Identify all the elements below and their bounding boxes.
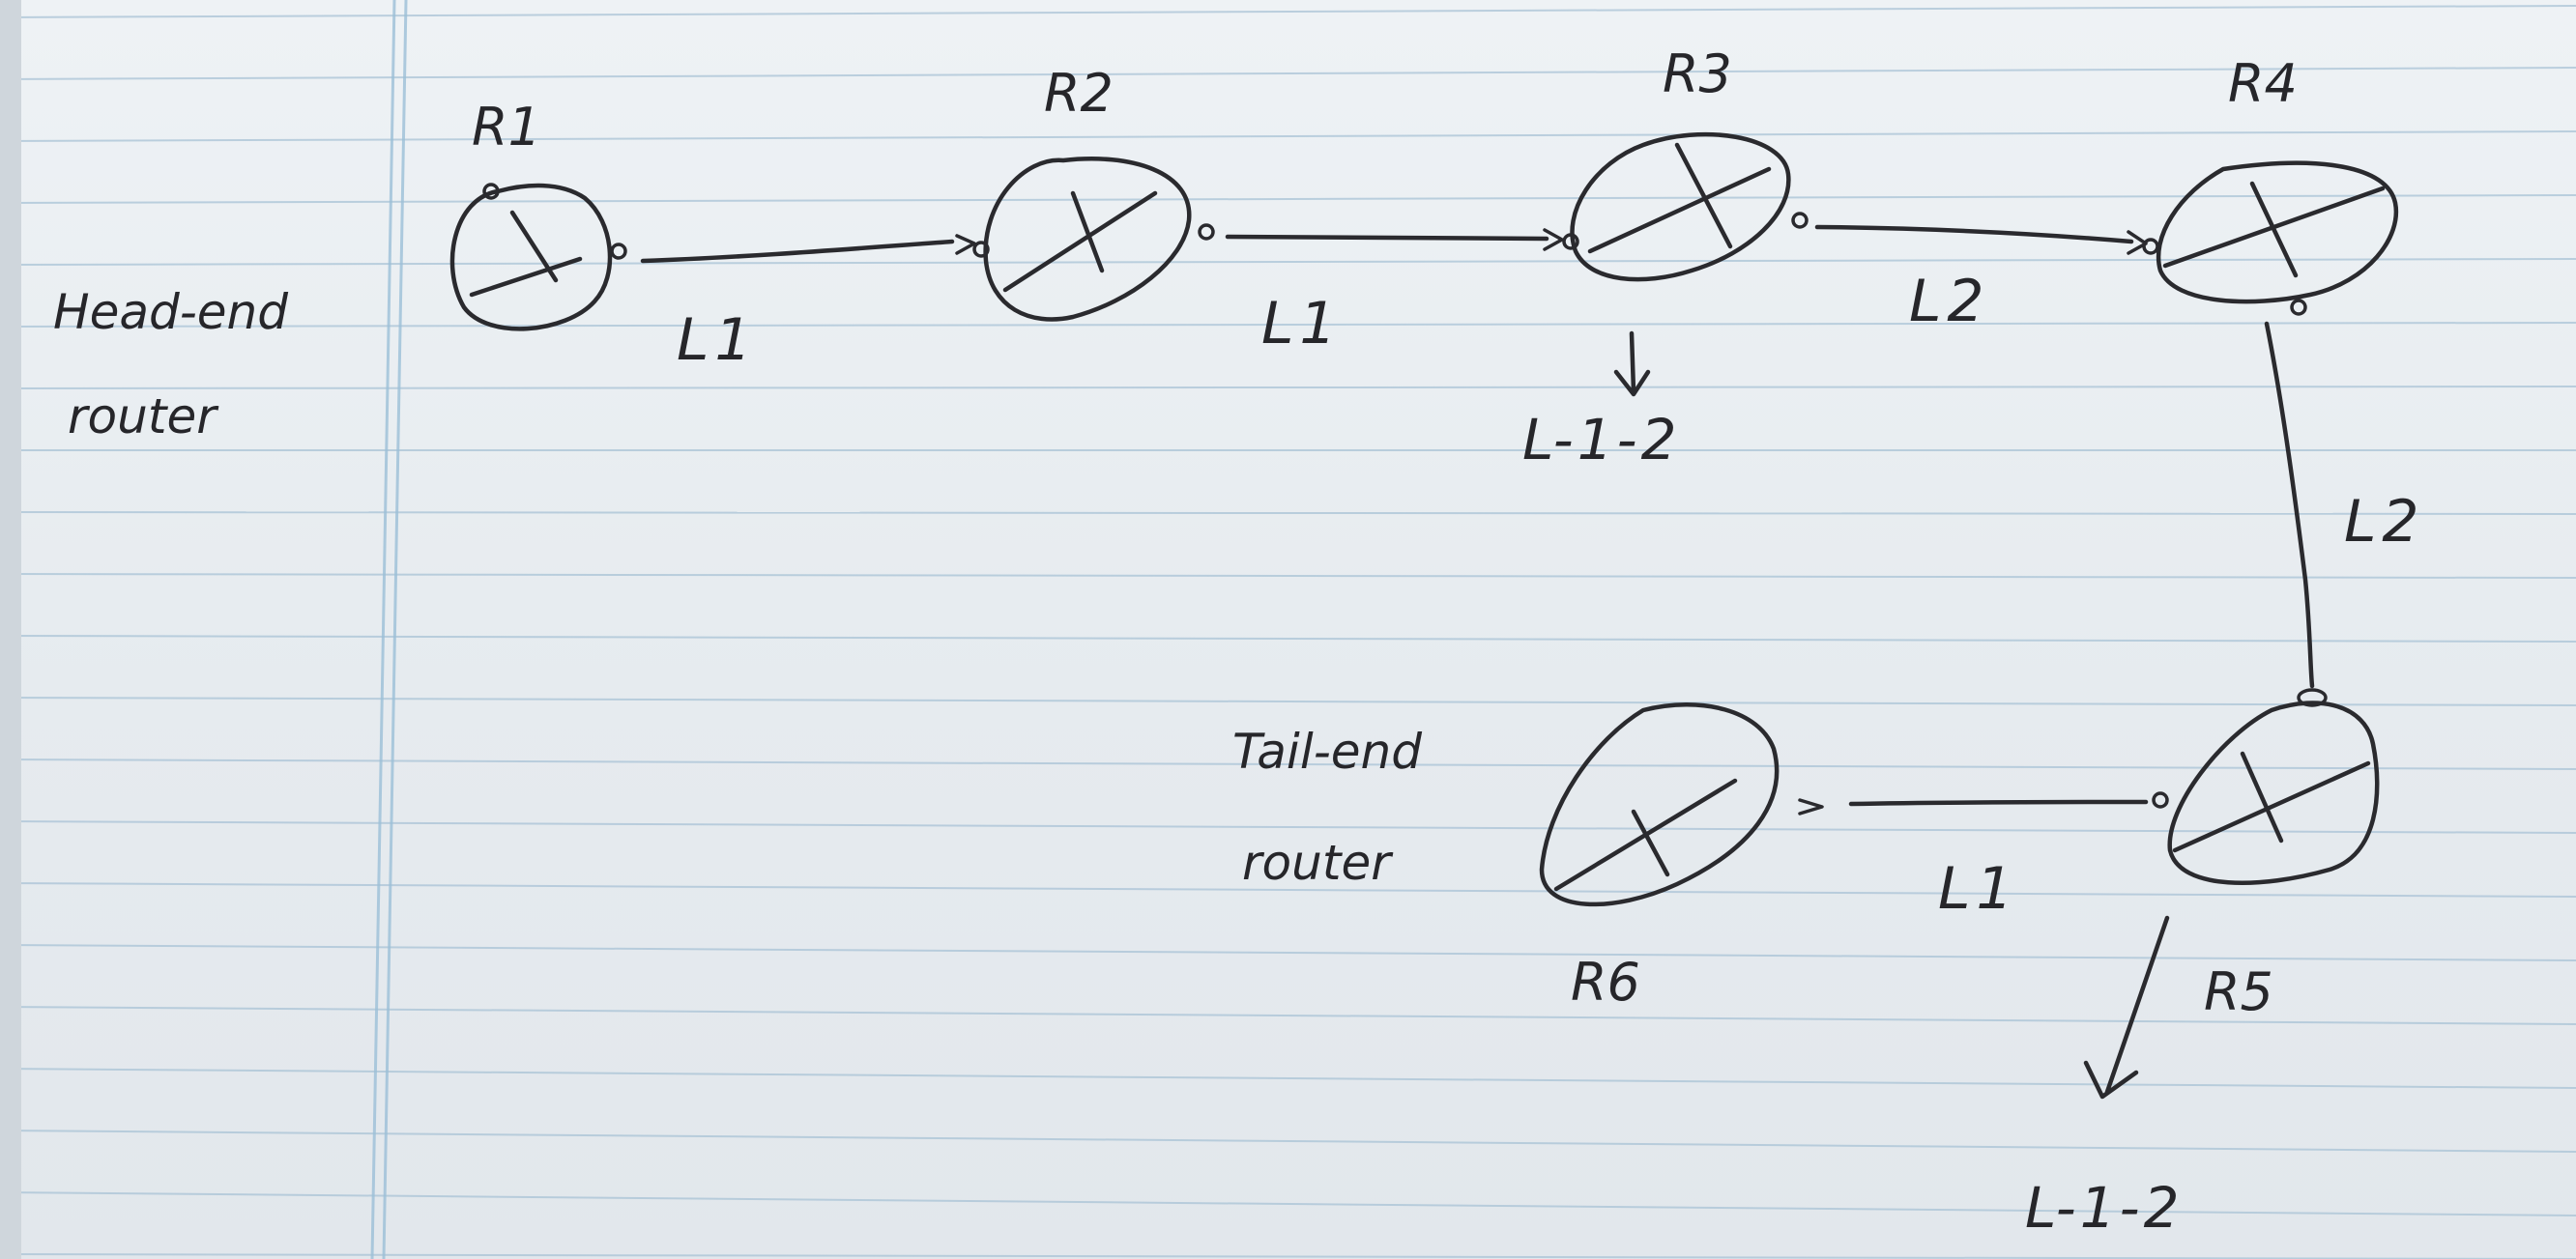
link-label-r4-r5: L2 <box>2344 488 2425 556</box>
router-label-r1: R1 <box>472 97 541 157</box>
router-r5 <box>2152 688 2380 885</box>
arrow-r5-down <box>2083 915 2170 1100</box>
router-r3 <box>1562 131 1809 282</box>
router-label-r5: R5 <box>2204 961 2273 1022</box>
link-r1-r2 <box>640 234 976 264</box>
link-r4-r5 <box>2264 321 2315 689</box>
link-label-r2-r3: L1 <box>1261 290 1343 358</box>
router-label-r3: R3 <box>1663 43 1732 104</box>
link-r2-r3 <box>1225 228 1564 251</box>
tag-label-r3: L-1-2 <box>1522 407 1680 472</box>
router-label-r4: R4 <box>2228 53 2298 114</box>
head-end-note-line2: router <box>68 388 219 444</box>
head-end-note-line1: Head-end <box>53 284 288 340</box>
router-r2 <box>972 157 1215 322</box>
link-r6-r5 <box>1848 799 2149 807</box>
tag-label-r5: L-1-2 <box>2025 1175 2183 1241</box>
rule-lines <box>0 5 2576 1259</box>
link-label-r1-r2: L1 <box>677 306 758 374</box>
link-label-r6-r5: L1 <box>1938 855 2019 923</box>
page-edge <box>0 0 21 1259</box>
tail-end-note-line1: Tail-end <box>1232 724 1422 780</box>
link-r3-r4 <box>1814 224 2148 255</box>
router-r4 <box>2142 160 2399 316</box>
router-r6 <box>1539 702 1824 907</box>
arrow-r3-down <box>1613 330 1651 397</box>
router-label-r6: R6 <box>1571 952 1640 1013</box>
tail-end-note-line2: router <box>1242 835 1394 891</box>
margin-lines <box>370 0 408 1259</box>
router-label-r2: R2 <box>1044 63 1114 124</box>
router-r1 <box>449 183 627 331</box>
link-label-r3-r4: L2 <box>1909 268 1990 335</box>
